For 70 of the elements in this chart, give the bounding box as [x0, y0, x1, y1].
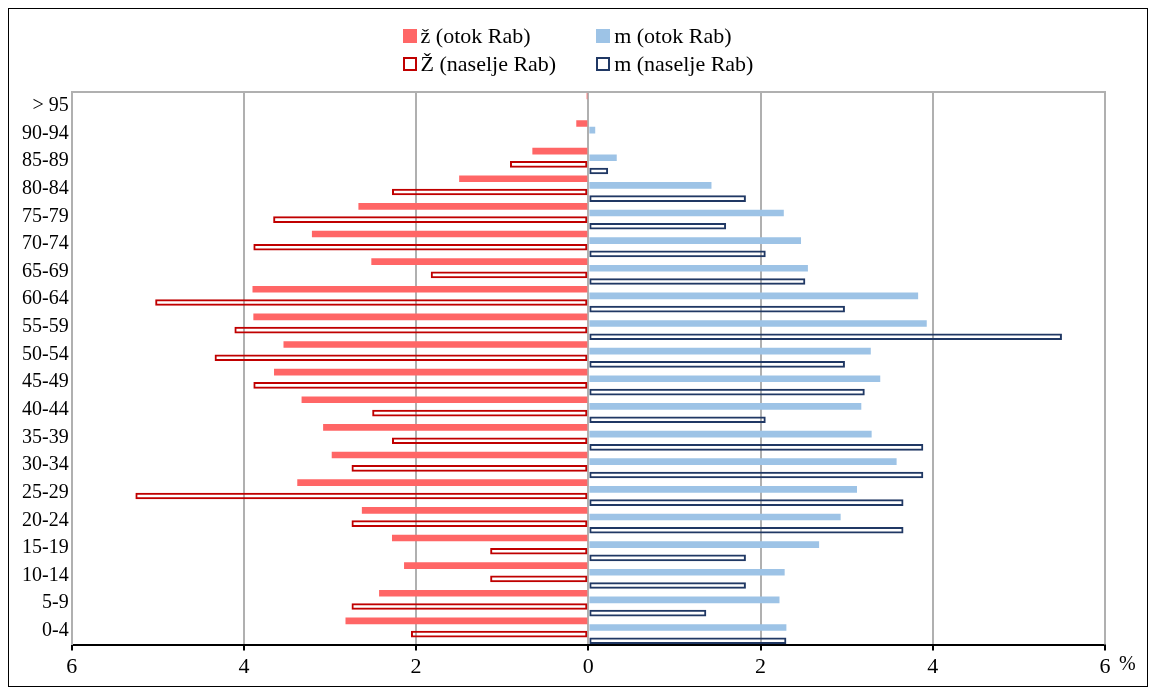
x-tick-label: 2 [755, 652, 767, 678]
bar [392, 534, 588, 542]
bar [589, 292, 919, 300]
bar [274, 368, 588, 376]
y-tick-label: 0-4 [41, 618, 69, 641]
bar [589, 541, 820, 548]
bar [253, 313, 588, 321]
legend-label: ž (otok Rab) [420, 23, 531, 49]
bar [589, 347, 871, 355]
bar [323, 424, 588, 431]
bar [379, 589, 588, 597]
bar [589, 568, 785, 576]
bar [576, 120, 588, 127]
bar [532, 147, 588, 155]
x-tick-label: 4 [927, 652, 939, 678]
bar [589, 624, 787, 631]
bar [589, 403, 862, 410]
legend-label: m (otok Rab) [614, 23, 732, 49]
bar [297, 479, 588, 486]
bar [589, 513, 841, 521]
bar [589, 182, 712, 189]
bar [589, 320, 927, 327]
bar [589, 126, 596, 134]
y-tick-label: 35-39 [21, 424, 69, 447]
legend-label: Ž (naselje Rab) [420, 51, 557, 77]
bar [589, 264, 808, 272]
bar [589, 237, 802, 244]
x-tick-label: 6 [66, 652, 78, 678]
y-tick-label: 5-9 [41, 590, 69, 613]
bar [459, 175, 588, 183]
bar [361, 507, 588, 514]
y-tick-label: 80-84 [21, 175, 69, 198]
y-tick-label: 70-74 [21, 231, 69, 254]
bar [345, 617, 588, 625]
x-tick-label: 2 [410, 652, 422, 678]
bar [589, 486, 857, 493]
bar [283, 341, 588, 348]
y-tick-label: 45-49 [21, 369, 69, 392]
bar [358, 203, 588, 210]
y-tick-label: 75-79 [21, 203, 69, 226]
bar [331, 451, 588, 459]
y-tick-label: 40-44 [21, 396, 69, 419]
bar [589, 596, 780, 604]
y-tick-label: > 95 [32, 93, 69, 116]
x-tick-label: 6 [1099, 652, 1111, 678]
x-tick-label: 4 [238, 652, 250, 678]
y-tick-label: 15-19 [21, 535, 69, 558]
legend-label: m (naselje Rab) [614, 51, 754, 77]
x-axis-title: % [1119, 651, 1136, 674]
y-tick-label: 30-34 [21, 452, 69, 475]
y-tick-label: 90-94 [21, 120, 69, 143]
y-tick-label: 25-29 [21, 479, 69, 502]
bar [404, 562, 588, 569]
bar [301, 396, 588, 404]
bar [589, 458, 897, 466]
bar [311, 230, 588, 238]
bar [252, 285, 588, 293]
y-tick-label: 55-59 [21, 314, 69, 337]
y-tick-label: 85-89 [21, 148, 69, 171]
bar [589, 375, 881, 383]
y-tick-label: 20-24 [21, 507, 69, 530]
y-tick-label: 10-14 [21, 562, 69, 585]
y-tick-label: 50-54 [21, 341, 69, 364]
y-tick-label: 65-69 [21, 258, 69, 281]
y-tick-label: 60-64 [21, 286, 69, 309]
bar [589, 209, 784, 217]
bar [589, 154, 617, 162]
bar [589, 430, 872, 438]
bar [371, 258, 588, 265]
x-tick-label: 0 [582, 652, 594, 678]
